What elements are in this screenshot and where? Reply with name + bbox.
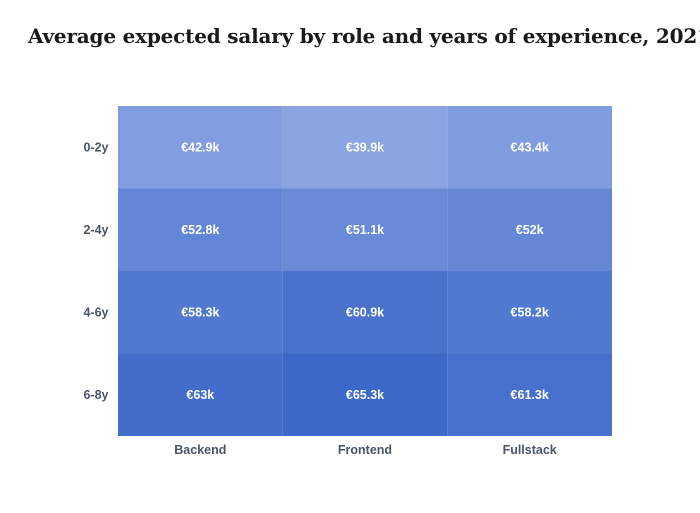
- heatmap-cell: [282, 353, 448, 436]
- heatmap-cell: [118, 271, 283, 354]
- cell-value-label: €60.9k: [346, 305, 384, 319]
- heatmap-cell: [447, 188, 612, 271]
- column-label: Frontend: [338, 443, 392, 457]
- heatmap-cell: [282, 188, 448, 271]
- heatmap-cell: [118, 188, 283, 271]
- column-label: Backend: [174, 443, 226, 457]
- chart-title: Average expected salary by role and year…: [28, 24, 700, 48]
- heatmap-cells: [118, 106, 612, 436]
- cell-value-label: €61.3k: [511, 388, 549, 402]
- heatmap-cell: [282, 271, 448, 354]
- cell-value-label: €39.9k: [346, 140, 384, 154]
- heatmap-cell: [118, 106, 283, 189]
- row-label: 0-2y: [83, 140, 108, 154]
- heatmap-cell: [447, 353, 612, 436]
- row-label: 6-8y: [83, 388, 108, 402]
- column-label: Fullstack: [503, 443, 557, 457]
- cell-value-label: €52.8k: [181, 223, 219, 237]
- cell-value-label: €52k: [516, 223, 544, 237]
- cell-value-label: €58.2k: [511, 305, 549, 319]
- heatmap-cell: [447, 106, 612, 189]
- cell-value-label: €51.1k: [346, 223, 384, 237]
- cell-value-label: €58.3k: [181, 305, 219, 319]
- row-label: 2-4y: [83, 223, 108, 237]
- cell-value-label: €42.9k: [181, 140, 219, 154]
- heatmap-cell: [447, 271, 612, 354]
- column-labels: Backend Frontend Fullstack: [174, 443, 557, 457]
- heatmap-cell: [282, 106, 448, 189]
- heatmap-cell: [118, 353, 283, 436]
- cell-value-label: €43.4k: [511, 140, 549, 154]
- row-label: 4-6y: [83, 305, 108, 319]
- cell-value-label: €63k: [186, 388, 214, 402]
- cell-value-label: €65.3k: [346, 388, 384, 402]
- heatmap-cell-labels: €42.9k €39.9k €43.4k €52.8k €51.1k €52k €58.3k…: [181, 140, 549, 402]
- row-labels: 0-2y 2-4y 4-6y 6-8y: [83, 140, 108, 402]
